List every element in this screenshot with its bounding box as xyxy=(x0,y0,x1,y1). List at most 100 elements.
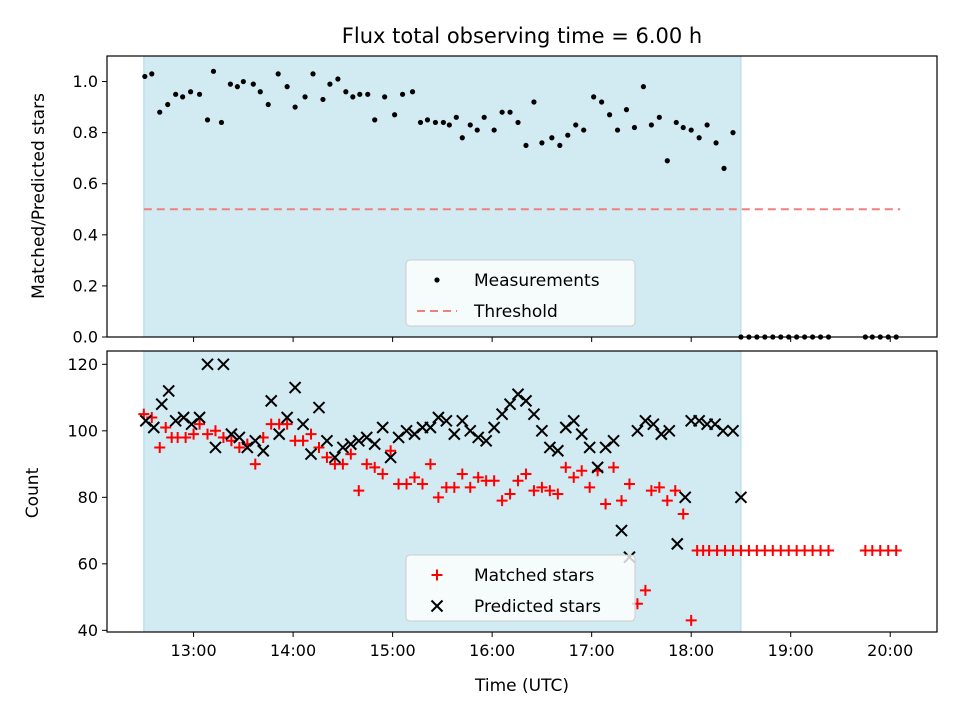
measurement-point xyxy=(696,135,702,141)
predicted-star-point xyxy=(162,384,175,398)
matched-star-point xyxy=(488,475,500,487)
top-y-tick-label: 0.0 xyxy=(73,328,98,347)
predicted-star-point xyxy=(257,444,270,457)
measurement-point xyxy=(599,99,605,105)
top-y-tick-label: 1.0 xyxy=(73,72,98,91)
measurement-point xyxy=(372,117,378,123)
measurement-point xyxy=(240,78,246,85)
predicted-star-point xyxy=(479,434,493,447)
top-y-axis-label: Matched/Predicted stars xyxy=(29,93,49,299)
measurement-point xyxy=(382,94,388,100)
predicted-star-point xyxy=(487,421,501,434)
predicted-star-point xyxy=(679,491,692,504)
measurement-point xyxy=(515,119,521,126)
matched-star-point xyxy=(623,478,635,490)
measurement-point xyxy=(275,71,281,77)
matched-star-point xyxy=(677,508,689,520)
matched-star-point xyxy=(297,435,309,447)
predicted-star-point xyxy=(655,427,668,441)
measurement-point xyxy=(335,76,341,82)
predicted-star-point xyxy=(376,421,389,434)
matched-star-point xyxy=(645,485,657,497)
bottom-y-tick-label: 120 xyxy=(67,355,98,374)
predicted-star-point xyxy=(249,434,262,447)
measurement-point xyxy=(399,91,406,97)
measurement-point xyxy=(227,81,234,87)
predicted-star-point xyxy=(432,411,445,424)
predicted-star-point xyxy=(607,434,620,447)
measurement-point xyxy=(234,84,240,90)
matched-star-point xyxy=(464,481,476,493)
predicted-star-point xyxy=(384,451,397,464)
matched-star-point xyxy=(209,425,221,437)
predicted-star-point xyxy=(647,417,660,431)
matched-star-point xyxy=(639,584,651,596)
measurement-point xyxy=(640,84,647,90)
x-tick-label: 19:00 xyxy=(768,641,814,660)
measurement-point xyxy=(680,124,686,131)
measurement-point xyxy=(491,127,497,133)
measurement-point xyxy=(173,91,179,97)
measurement-point xyxy=(157,109,163,115)
matched-star-point xyxy=(377,468,389,480)
matched-star-point xyxy=(160,421,172,433)
predicted-star-point xyxy=(448,427,461,441)
predicted-star-point xyxy=(201,358,214,371)
top-legend: Measurements Threshold xyxy=(405,259,636,327)
predicted-star-point xyxy=(193,411,206,424)
top-legend-box xyxy=(405,259,636,327)
legend-label: Measurements xyxy=(474,271,600,291)
matched-star-point xyxy=(472,471,484,483)
matched-star-point xyxy=(608,461,620,473)
predicted-star-point xyxy=(631,424,644,438)
measurement-point xyxy=(523,142,529,149)
top-y-tick-label: 0.6 xyxy=(73,174,98,193)
matched-star-point xyxy=(401,478,413,490)
predicted-star-point xyxy=(169,414,182,428)
predicted-star-point xyxy=(527,407,541,421)
predicted-star-point xyxy=(296,417,310,431)
predicted-star-point xyxy=(551,444,565,457)
matched-star-point xyxy=(361,458,373,470)
predicted-star-point xyxy=(217,358,230,371)
measurement-point xyxy=(204,117,211,123)
bottom-legend-box xyxy=(405,554,636,622)
measurement-point xyxy=(656,114,662,120)
matched-star-point xyxy=(188,428,200,440)
predicted-star-point xyxy=(663,424,676,438)
predicted-star-point xyxy=(280,411,294,424)
predicted-star-point xyxy=(567,414,580,428)
measurement-point xyxy=(631,124,638,131)
predicted-star-point xyxy=(272,427,286,441)
top-y-tick-label: 0.2 xyxy=(73,276,98,295)
measurement-point xyxy=(424,117,431,123)
x-tick-label: 13:00 xyxy=(171,641,217,660)
measurement-point xyxy=(310,71,316,77)
measurement-point xyxy=(721,165,727,171)
predicted-star-point xyxy=(312,401,326,414)
matched-star-point xyxy=(685,614,697,626)
measurement-point xyxy=(292,104,298,110)
measurement-point xyxy=(453,114,459,120)
predicted-star-point xyxy=(368,437,381,451)
x-tick-label: 14:00 xyxy=(270,641,316,660)
measurement-point xyxy=(467,122,473,128)
x-tick-label: 15:00 xyxy=(370,641,416,660)
predicted-star-point xyxy=(147,421,160,434)
matched-star-point xyxy=(154,441,166,453)
legend-matched-swatch xyxy=(431,569,443,581)
legend-label: Threshold xyxy=(473,302,558,322)
predicted-star-point xyxy=(320,434,334,447)
measurement-point xyxy=(673,119,679,126)
measurement-point xyxy=(446,122,452,128)
matched-star-point xyxy=(504,488,516,500)
measurement-point xyxy=(499,109,505,115)
top-y-tick-label: 0.4 xyxy=(73,225,98,244)
legend-predicted-swatch xyxy=(430,599,444,613)
predicted-star-point xyxy=(328,451,342,464)
x-tick-label: 17:00 xyxy=(569,641,615,660)
matched-star-point xyxy=(353,485,365,497)
matched-star-point xyxy=(305,428,317,440)
measurement-point xyxy=(648,122,654,128)
